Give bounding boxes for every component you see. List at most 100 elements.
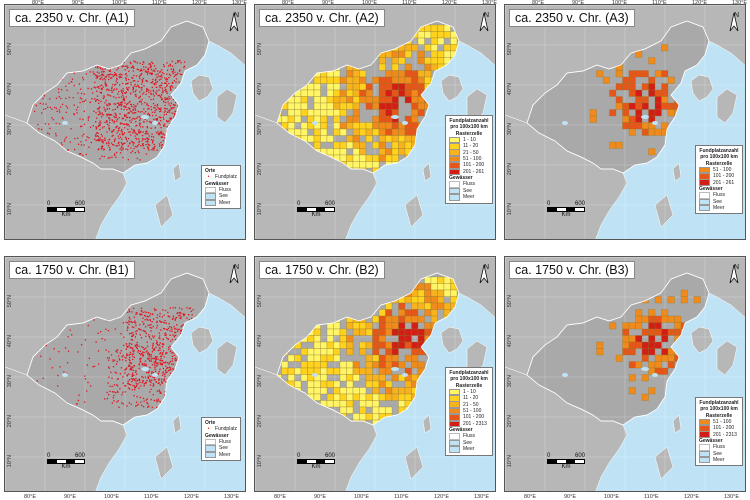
grid-cell xyxy=(615,83,623,91)
site-dot xyxy=(111,119,113,121)
site-dot xyxy=(122,134,124,136)
site-dot xyxy=(141,143,144,145)
site-dot xyxy=(137,85,140,88)
site-dot xyxy=(146,318,148,320)
site-dot xyxy=(177,60,180,62)
site-dot xyxy=(137,84,139,86)
site-dot xyxy=(173,125,175,127)
site-dot xyxy=(102,86,104,88)
site-dot xyxy=(172,346,175,349)
site-dot xyxy=(95,139,97,142)
grid-cell xyxy=(352,361,360,369)
grid-cell xyxy=(417,400,425,408)
site-dot xyxy=(169,369,171,371)
site-dot xyxy=(158,382,160,384)
grid-cell xyxy=(359,89,367,97)
site-dot xyxy=(175,81,177,83)
scale-max: 600 xyxy=(324,201,335,207)
site-dot xyxy=(136,395,138,398)
site-dot xyxy=(160,74,163,76)
grid-cell xyxy=(391,387,399,395)
grid-cell xyxy=(398,161,406,169)
site-dot xyxy=(150,398,152,401)
site-dot xyxy=(151,149,153,151)
site-dot xyxy=(93,73,96,75)
site-dot xyxy=(150,121,152,123)
site-dot xyxy=(157,382,159,385)
site-dot xyxy=(126,345,129,348)
site-dot xyxy=(172,317,174,319)
site-dot xyxy=(146,127,149,129)
site-dot xyxy=(181,138,183,140)
grid-cell xyxy=(443,309,451,317)
latitude-label: 40°N xyxy=(507,83,513,96)
site-dot xyxy=(116,106,119,108)
grid-cell xyxy=(365,89,373,97)
site-dot xyxy=(184,361,186,363)
site-dot xyxy=(186,381,189,383)
site-dot xyxy=(133,350,135,352)
site-dot xyxy=(172,363,175,365)
site-dot xyxy=(157,358,159,360)
site-dot xyxy=(105,85,107,87)
grid-cell xyxy=(352,83,360,91)
site-dot xyxy=(118,96,120,98)
site-dot xyxy=(165,101,167,104)
site-dot xyxy=(146,104,148,106)
site-dot xyxy=(103,77,105,80)
site-dot xyxy=(172,307,174,309)
longitude-label: 120°E xyxy=(192,0,208,6)
grid-cell xyxy=(654,96,662,104)
longitude-label: 100°E xyxy=(112,0,128,6)
site-dot xyxy=(180,112,182,114)
site-dot xyxy=(147,105,150,107)
legend-river: Fluss xyxy=(713,192,725,199)
class-swatch xyxy=(449,420,460,428)
site-dot xyxy=(133,106,135,108)
longitude-label: 110°E xyxy=(652,0,667,6)
grid-cell xyxy=(404,413,412,421)
grid-cell xyxy=(424,341,432,349)
site-dot xyxy=(128,354,130,356)
site-dot xyxy=(152,98,155,100)
grid-cell xyxy=(359,141,367,149)
site-dot xyxy=(132,366,134,368)
site-dot xyxy=(184,85,186,87)
grid-cell xyxy=(378,89,386,97)
legend-sea: Meer xyxy=(463,194,475,201)
site-dot xyxy=(127,124,130,126)
site-dot xyxy=(177,312,179,314)
latitude-label: 40°N xyxy=(7,335,13,348)
site-dot xyxy=(141,381,143,384)
site-dot xyxy=(83,93,86,95)
site-dot xyxy=(102,68,104,71)
site-dot xyxy=(107,113,109,115)
site-dot xyxy=(105,75,108,77)
site-dot xyxy=(127,322,129,324)
grid-cell xyxy=(661,354,669,362)
legend-class: 101 - 200 xyxy=(713,173,735,180)
site-dot xyxy=(79,118,81,120)
site-dot xyxy=(181,308,183,310)
grid-cell xyxy=(411,322,419,330)
site-dot xyxy=(110,89,112,92)
site-dot xyxy=(117,378,119,380)
site-dot xyxy=(100,78,102,80)
grid-cell xyxy=(398,50,406,58)
site-dot xyxy=(138,328,140,330)
site-dot xyxy=(134,378,136,381)
grid-cell xyxy=(424,63,432,71)
grid-cell xyxy=(628,322,636,330)
site-dot xyxy=(131,311,133,313)
grid-cell xyxy=(339,141,347,149)
site-dot xyxy=(189,363,191,366)
site-dot xyxy=(132,86,134,89)
site-dot xyxy=(150,323,152,326)
site-dot xyxy=(151,140,154,143)
site-dot xyxy=(132,117,134,119)
site-dot xyxy=(161,71,164,74)
site-dot xyxy=(134,135,136,137)
site-dot xyxy=(100,100,102,103)
grid-cell xyxy=(352,96,360,104)
grid-cell xyxy=(326,367,334,375)
